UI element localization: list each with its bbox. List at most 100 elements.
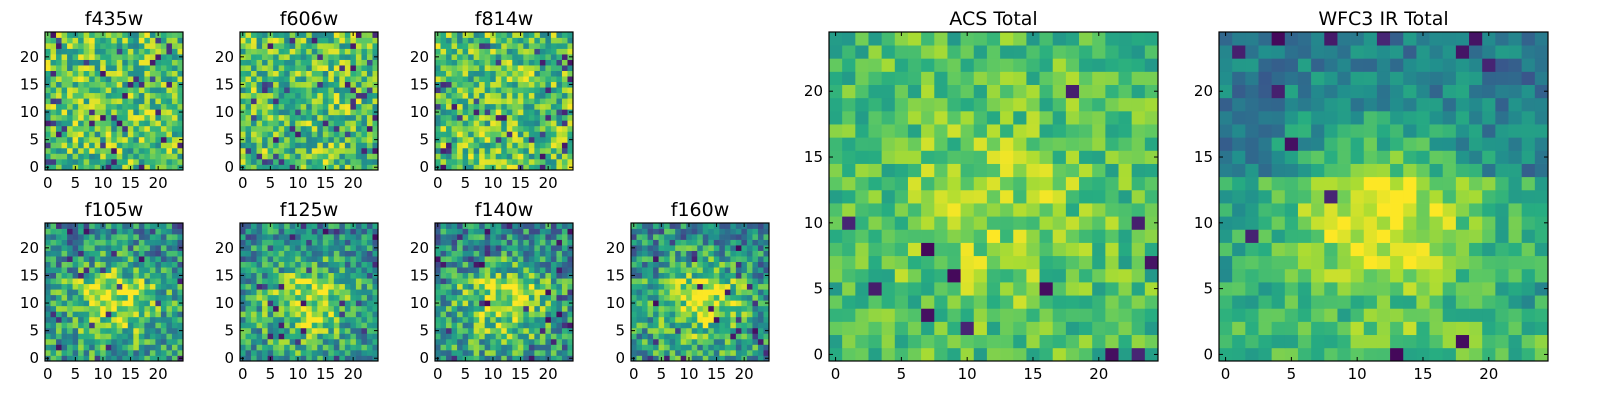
heatmap-cell bbox=[89, 338, 96, 345]
heatmap-cell bbox=[262, 92, 268, 99]
heatmap-cell bbox=[344, 294, 351, 301]
heatmap-cell bbox=[647, 228, 654, 235]
heatmap-cell bbox=[484, 43, 491, 49]
heatmap-cell bbox=[702, 283, 709, 290]
heatmap-cell bbox=[947, 347, 961, 362]
heatmap-cell bbox=[355, 223, 362, 229]
heatmap-cell bbox=[686, 338, 693, 345]
heatmap-cell bbox=[61, 142, 68, 149]
heatmap-cell bbox=[435, 92, 441, 99]
heatmap-cell bbox=[675, 311, 682, 318]
heatmap-cell bbox=[691, 256, 698, 262]
heatmap-cell bbox=[339, 120, 346, 127]
heatmap-cell bbox=[545, 344, 552, 351]
heatmap-cell bbox=[658, 349, 665, 356]
heatmap-cell bbox=[842, 163, 856, 178]
heatmap-cell bbox=[495, 98, 502, 105]
heatmap-cell bbox=[67, 92, 73, 99]
heatmap-cell bbox=[561, 294, 568, 301]
heatmap-cell bbox=[56, 245, 62, 251]
heatmap-cell bbox=[735, 283, 742, 290]
heatmap-cell bbox=[311, 256, 318, 262]
heatmap-cell bbox=[245, 114, 252, 121]
heatmap-cell bbox=[479, 32, 486, 38]
heatmap-cell bbox=[556, 250, 563, 257]
heatmap-cell bbox=[138, 103, 145, 110]
heatmap-cell bbox=[317, 59, 324, 66]
heatmap-cell bbox=[440, 355, 447, 362]
heatmap-cell bbox=[83, 54, 90, 60]
heatmap-cell bbox=[339, 223, 346, 229]
heatmap-cell bbox=[94, 245, 101, 251]
heatmap-cell bbox=[735, 316, 742, 323]
heatmap-cell bbox=[567, 153, 574, 160]
heatmap-cell bbox=[484, 142, 491, 149]
heatmap-cell bbox=[1026, 216, 1040, 230]
heatmap-cell bbox=[256, 289, 263, 296]
heatmap-cell bbox=[127, 114, 134, 121]
heatmap-cell bbox=[295, 37, 302, 44]
heatmap-cell bbox=[50, 65, 57, 71]
heatmap-cell bbox=[133, 322, 140, 329]
heatmap-cell bbox=[462, 289, 469, 296]
heatmap-cell bbox=[1105, 282, 1119, 296]
heatmap-cell bbox=[653, 267, 659, 274]
heatmap-cell bbox=[240, 43, 246, 49]
heatmap-cell bbox=[713, 261, 720, 268]
heatmap-cell bbox=[947, 242, 961, 257]
heatmap-cell bbox=[138, 54, 145, 60]
heatmap-cell bbox=[719, 338, 726, 345]
heatmap-cell bbox=[757, 278, 764, 285]
heatmap-cell bbox=[138, 98, 145, 105]
heatmap-cell bbox=[273, 158, 279, 165]
heatmap-cell bbox=[934, 334, 948, 349]
heatmap-cell bbox=[512, 136, 519, 143]
heatmap-cell bbox=[289, 32, 296, 38]
heatmap-cell bbox=[350, 136, 357, 143]
heatmap-cell bbox=[155, 120, 162, 127]
heatmap-cell bbox=[451, 239, 458, 246]
heatmap-cell bbox=[94, 294, 101, 301]
heatmap-cell bbox=[545, 136, 552, 143]
heatmap-cell bbox=[289, 37, 296, 44]
heatmap-cell bbox=[495, 344, 502, 351]
heatmap-cell bbox=[680, 278, 687, 285]
heatmap-cell bbox=[311, 272, 318, 279]
heatmap-cell bbox=[881, 216, 896, 230]
heatmap-cell bbox=[842, 176, 856, 191]
heatmap-cell bbox=[550, 261, 557, 268]
heatmap-cell bbox=[273, 153, 279, 160]
heatmap-cell bbox=[473, 245, 480, 251]
heatmap-cell bbox=[372, 338, 379, 345]
heatmap-cell bbox=[160, 70, 167, 77]
heatmap-cell bbox=[72, 98, 79, 105]
heatmap-cell bbox=[251, 305, 257, 312]
heatmap-cell bbox=[523, 234, 530, 240]
heatmap-cell bbox=[100, 300, 107, 307]
heatmap-cell bbox=[361, 239, 368, 246]
heatmap-cell bbox=[719, 300, 726, 307]
heatmap-cell bbox=[1118, 189, 1133, 204]
heatmap-cell bbox=[78, 158, 84, 165]
heatmap-cell bbox=[539, 338, 546, 345]
heatmap-cell bbox=[311, 349, 318, 356]
heatmap-cell bbox=[686, 333, 693, 340]
heatmap-cell bbox=[245, 103, 252, 110]
heatmap-cell bbox=[317, 120, 324, 127]
heatmap-cell bbox=[317, 153, 324, 160]
heatmap-cell bbox=[78, 37, 84, 44]
heatmap-cell bbox=[735, 223, 742, 229]
heatmap-cell bbox=[240, 278, 246, 285]
heatmap-cell bbox=[523, 289, 530, 296]
heatmap-cell bbox=[144, 98, 151, 105]
heatmap-cell bbox=[133, 92, 140, 99]
heatmap-cell bbox=[545, 147, 552, 154]
heatmap-cell bbox=[306, 120, 313, 127]
heatmap-cell bbox=[56, 114, 62, 121]
heatmap-cell bbox=[111, 142, 118, 149]
heatmap-cell bbox=[100, 87, 107, 94]
heatmap-cell bbox=[366, 125, 373, 132]
heatmap-cell bbox=[708, 305, 715, 312]
axes-frame bbox=[434, 31, 574, 171]
heatmap-cell bbox=[127, 239, 134, 246]
